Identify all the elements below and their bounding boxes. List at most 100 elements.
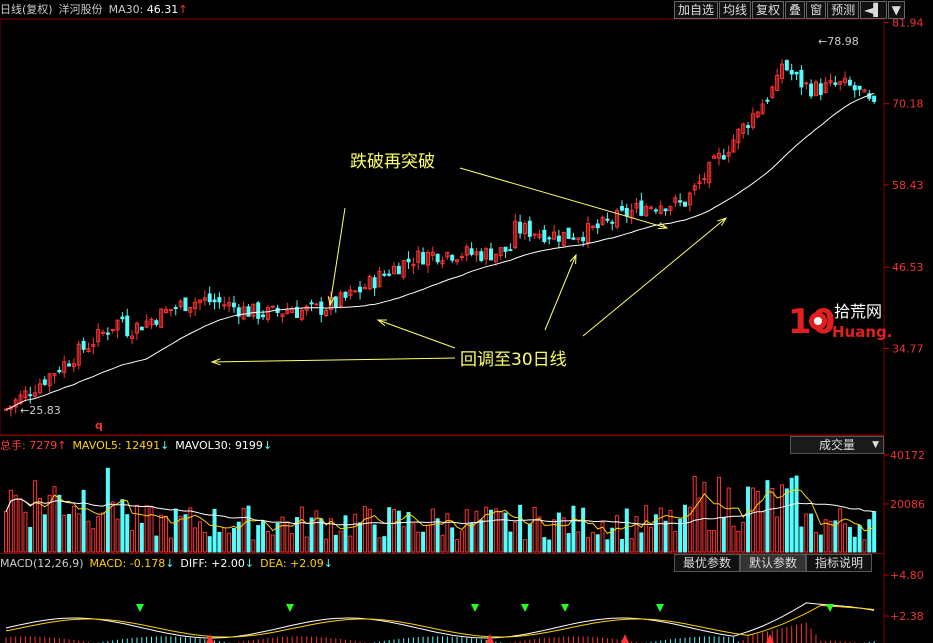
candle-body	[624, 207, 629, 217]
annotation-pullback: 回调至30日线	[460, 350, 567, 370]
price-pane-frame	[0, 18, 885, 436]
volume-bar	[707, 530, 712, 553]
candle-body	[392, 265, 396, 275]
volume-bar	[139, 522, 144, 553]
y-tick-label: 70.18	[892, 98, 924, 111]
volume-bar	[755, 490, 760, 553]
candle-body	[406, 258, 411, 263]
candle-body	[775, 74, 780, 91]
volume-bar	[396, 510, 401, 553]
candle-body	[198, 299, 202, 304]
candle-body	[828, 79, 833, 84]
volume-bar	[595, 534, 600, 553]
candle-body	[401, 260, 406, 278]
tab-optimal-params[interactable]: 最优参数	[674, 554, 741, 572]
candle-body	[23, 390, 28, 399]
volume-bar	[120, 499, 125, 553]
volume-bar	[86, 520, 91, 553]
candle-body	[765, 99, 770, 102]
candle-body	[290, 308, 295, 314]
overlay-button[interactable]: 叠	[785, 1, 806, 19]
volume-bar	[804, 513, 809, 553]
candle-body	[251, 303, 256, 317]
candle-body	[67, 363, 72, 367]
price-header: 日线(复权) 洋河股份 MA30: 46.31↑	[0, 0, 672, 18]
volume-bar	[18, 498, 23, 553]
volume-bar	[489, 509, 493, 553]
indicator-select[interactable]: 成交量 ▼	[790, 436, 884, 454]
volume-bar	[81, 489, 86, 553]
volume-bar	[265, 530, 270, 553]
candle-body	[435, 253, 440, 263]
tab-default-params[interactable]: 默认参数	[740, 554, 807, 572]
candle-body	[367, 276, 372, 290]
volume-bar	[236, 521, 241, 553]
volume-bar	[818, 534, 823, 553]
candle-body	[843, 77, 848, 83]
candle-body	[387, 273, 392, 276]
candle-body	[173, 307, 178, 310]
candle-body	[246, 306, 251, 317]
volume-bar	[610, 527, 615, 553]
candle-body	[154, 320, 159, 325]
volume-bar	[261, 520, 266, 553]
candle-body	[615, 210, 620, 228]
candle-body	[105, 332, 110, 335]
add-watchlist-button[interactable]: 加自选	[674, 1, 719, 19]
volume-bar	[91, 528, 96, 553]
candle-body	[726, 151, 731, 157]
candle-body	[571, 237, 576, 240]
candle-body	[28, 394, 33, 397]
volume-bar	[658, 507, 663, 553]
macd-tabs: 最优参数 默认参数 指标说明	[674, 554, 873, 572]
candle-body	[270, 305, 275, 308]
tab-indicator-help[interactable]: 指标说明	[806, 554, 873, 572]
volume-bar	[852, 536, 857, 553]
volume-bar	[828, 520, 833, 553]
volume-bar	[202, 531, 207, 553]
volume-bar	[144, 505, 149, 553]
candle-body	[149, 318, 154, 326]
candle-body	[37, 383, 42, 393]
chevron-down-icon[interactable]: ▼	[887, 1, 905, 19]
candle-body	[872, 95, 877, 102]
volume-bar	[411, 523, 416, 553]
candle-body	[241, 306, 246, 320]
site-logo: 10 拾荒网 Huang.CN	[788, 302, 892, 341]
candle-body	[222, 304, 227, 307]
volume-bar	[212, 508, 217, 553]
candle-body	[358, 286, 363, 293]
volume-bar	[838, 508, 843, 553]
candle-body	[760, 103, 765, 115]
volume-bar	[338, 530, 343, 553]
window-button[interactable]: 窗	[806, 1, 827, 19]
candle-body	[295, 306, 299, 318]
candle-body	[450, 254, 455, 261]
volume-bar	[33, 480, 38, 553]
mavol5-line	[5, 488, 875, 535]
moving-average-button[interactable]: 均线	[719, 1, 752, 19]
volume-bar	[280, 516, 285, 553]
collapse-icon[interactable]: ◄▌	[860, 1, 887, 19]
forecast-button[interactable]: 预测	[827, 1, 860, 19]
adjust-price-button[interactable]: 复权	[752, 1, 785, 19]
volume-bar	[813, 532, 818, 553]
candle-body	[833, 82, 838, 85]
candle-body	[333, 296, 338, 308]
sell-signal-icon	[521, 604, 529, 612]
candle-body	[590, 225, 595, 229]
candle-body	[348, 289, 353, 296]
annotation-arrowhead	[657, 222, 669, 230]
candle-body	[707, 161, 712, 184]
candle-body	[256, 302, 261, 319]
volume-bar	[590, 531, 595, 553]
y-tick-label: 20086	[890, 498, 925, 511]
y-tick-label: 58.43	[892, 179, 924, 192]
candle-body	[96, 328, 101, 343]
volume-bar	[52, 486, 57, 553]
candle-body	[33, 392, 38, 397]
volume-bar	[227, 532, 232, 553]
volume-bar	[367, 508, 372, 553]
candle-body	[285, 309, 290, 315]
